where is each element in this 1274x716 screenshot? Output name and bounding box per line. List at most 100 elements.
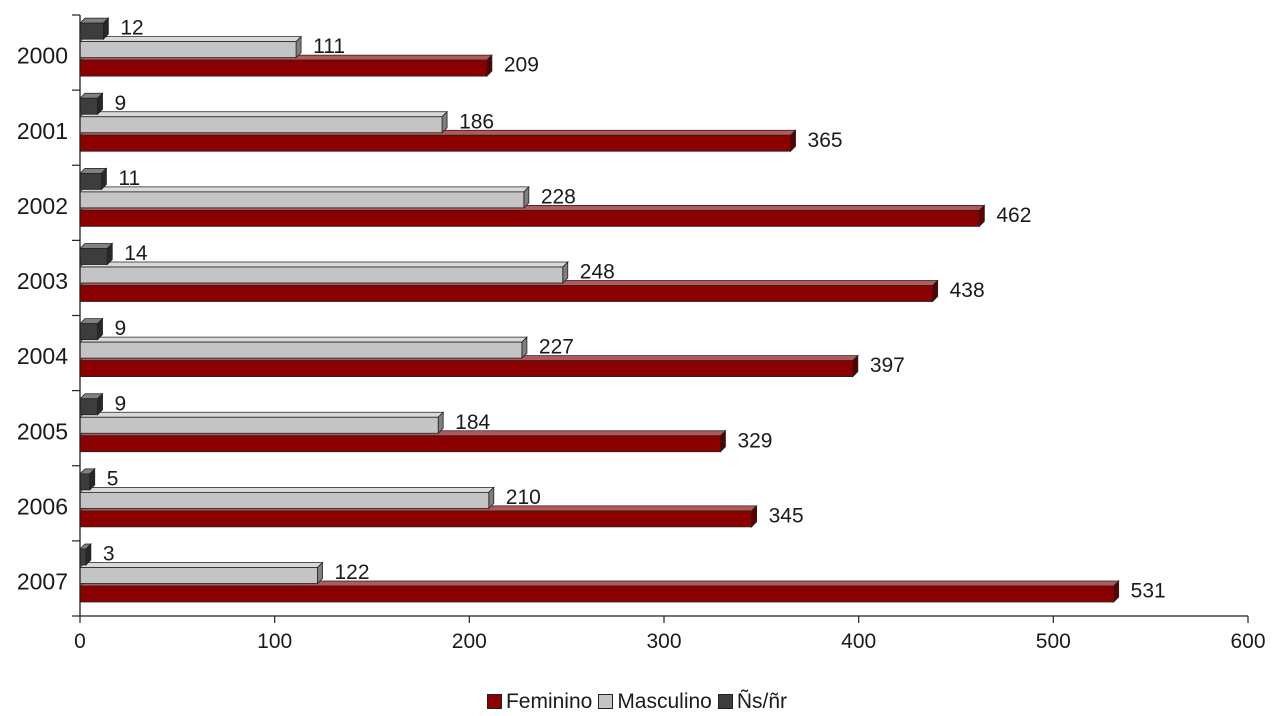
bar bbox=[79, 467, 96, 491]
bar-front-face bbox=[79, 59, 488, 77]
legend-item: Masculino bbox=[598, 690, 712, 714]
data-label: 186 bbox=[459, 110, 494, 133]
y-tick-label: 2000 bbox=[17, 43, 68, 69]
data-label: 5 bbox=[107, 467, 119, 490]
bar-top-face bbox=[79, 243, 114, 249]
x-tick-label: 300 bbox=[646, 630, 681, 653]
x-tick-label: 0 bbox=[74, 630, 86, 653]
data-label: 3 bbox=[103, 543, 115, 566]
legend-swatch bbox=[486, 694, 502, 709]
legend: Feminino Masculino Ñs/ñr bbox=[0, 690, 1274, 714]
data-label: 210 bbox=[506, 486, 541, 509]
bar-front-face bbox=[79, 398, 98, 416]
bar bbox=[79, 486, 495, 510]
data-label: 9 bbox=[115, 92, 127, 115]
data-label: 397 bbox=[870, 354, 905, 377]
bar bbox=[79, 279, 939, 303]
data-label: 111 bbox=[313, 35, 345, 58]
bar bbox=[79, 561, 324, 585]
legend-item: Ñs/ñr bbox=[717, 690, 788, 714]
bar-front-face bbox=[79, 548, 87, 566]
y-tick-label: 2006 bbox=[17, 493, 68, 519]
bar bbox=[79, 54, 493, 78]
bar-top-face bbox=[79, 36, 303, 43]
data-label: 12 bbox=[120, 17, 143, 40]
y-tick-label: 2001 bbox=[17, 118, 68, 144]
bar-front-face bbox=[79, 116, 443, 134]
bar-front-face bbox=[79, 285, 934, 302]
bar-top-face bbox=[79, 261, 569, 268]
bar-front-face bbox=[79, 191, 525, 209]
bar bbox=[79, 35, 303, 59]
bar bbox=[79, 261, 569, 284]
bar bbox=[79, 411, 445, 435]
data-label: 227 bbox=[539, 336, 574, 359]
bar bbox=[79, 167, 108, 191]
data-label: 11 bbox=[118, 167, 140, 190]
bar-front-face bbox=[79, 172, 102, 190]
bar-top-face bbox=[79, 111, 449, 118]
data-label: 329 bbox=[737, 429, 772, 452]
bar-top-face bbox=[79, 486, 495, 493]
bar-top-face bbox=[79, 186, 530, 193]
bar bbox=[79, 354, 859, 378]
bar-top-face bbox=[79, 562, 324, 568]
legend-label: Ñs/ñr bbox=[736, 690, 788, 713]
data-label: 462 bbox=[996, 204, 1031, 227]
y-tick-label: 2004 bbox=[17, 343, 68, 369]
bar-front-face bbox=[79, 41, 297, 59]
data-label: 184 bbox=[455, 411, 490, 434]
legend-label: Feminino bbox=[505, 690, 593, 713]
y-tick-label: 2003 bbox=[17, 268, 68, 294]
bar-front-face bbox=[79, 491, 490, 509]
legend-label: Masculino bbox=[617, 690, 712, 713]
bar-front-face bbox=[79, 22, 104, 40]
x-tick-label: 200 bbox=[452, 630, 487, 653]
data-label: 248 bbox=[580, 261, 615, 284]
y-tick-label: 2002 bbox=[17, 193, 68, 219]
x-tick-label: 100 bbox=[257, 630, 292, 653]
y-tick-label: 2007 bbox=[17, 569, 68, 595]
data-label: 209 bbox=[504, 54, 539, 77]
data-label: 9 bbox=[115, 317, 127, 340]
bar bbox=[79, 429, 727, 453]
bar bbox=[79, 317, 104, 341]
bar-front-face bbox=[79, 510, 752, 528]
bar-front-face bbox=[79, 585, 1115, 603]
bar bbox=[79, 580, 1120, 603]
legend-swatch bbox=[717, 694, 733, 709]
bar bbox=[79, 110, 449, 134]
bar-front-face bbox=[79, 341, 523, 359]
data-label: 9 bbox=[115, 392, 127, 415]
bar bbox=[79, 242, 114, 266]
bar bbox=[79, 543, 92, 566]
data-label: 14 bbox=[124, 242, 148, 265]
data-label: 438 bbox=[950, 279, 985, 302]
bar bbox=[79, 129, 797, 153]
legend-swatch bbox=[598, 694, 614, 709]
bar-front-face bbox=[79, 360, 854, 378]
bar-front-face bbox=[79, 416, 439, 434]
bar-front-face bbox=[79, 209, 980, 227]
bar-front-face bbox=[79, 473, 91, 491]
legend-item: Feminino bbox=[486, 690, 593, 714]
bar-front-face bbox=[79, 323, 98, 341]
y-tick-label: 2005 bbox=[17, 418, 68, 444]
data-label: 345 bbox=[769, 504, 804, 527]
bar bbox=[79, 392, 104, 416]
bar-top-face bbox=[79, 411, 445, 418]
bar-front-face bbox=[79, 567, 318, 584]
bar bbox=[79, 504, 758, 528]
data-label: 122 bbox=[334, 561, 369, 584]
bar bbox=[79, 185, 530, 209]
bar bbox=[79, 336, 528, 360]
bar bbox=[79, 204, 986, 228]
bar bbox=[79, 92, 104, 116]
bar-front-face bbox=[79, 134, 791, 152]
bar-front-face bbox=[79, 266, 564, 284]
bar-front-face bbox=[79, 248, 108, 265]
data-label: 531 bbox=[1131, 580, 1166, 603]
bar-front-face bbox=[79, 435, 721, 453]
x-tick-label: 500 bbox=[1036, 630, 1071, 653]
